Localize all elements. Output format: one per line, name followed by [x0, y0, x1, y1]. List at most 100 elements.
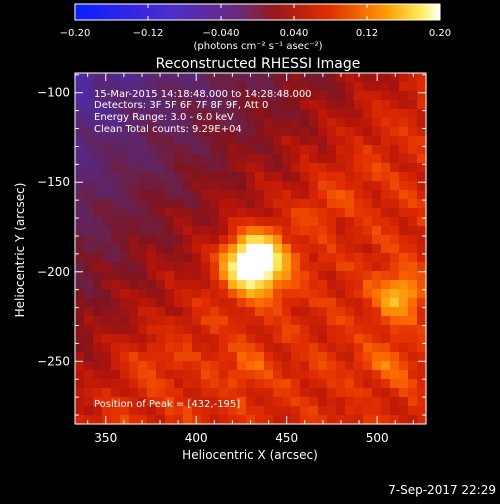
heatmap-cell: [300, 100, 310, 110]
heatmap-cell: [399, 406, 409, 416]
heatmap-cell: [399, 100, 409, 110]
heatmap-cell: [264, 217, 274, 227]
heatmap-cell: [327, 208, 337, 218]
heatmap-cell: [75, 145, 85, 155]
heatmap-cell: [165, 415, 175, 425]
heatmap-cell: [192, 172, 202, 182]
heatmap-cell: [228, 181, 238, 191]
heatmap-cell: [228, 109, 238, 119]
heatmap-cell: [282, 307, 292, 317]
heatmap-cell: [327, 298, 337, 308]
heatmap-cell: [399, 145, 409, 155]
heatmap-cell: [291, 181, 301, 191]
heatmap-cell: [138, 208, 148, 218]
heatmap-cell: [147, 397, 157, 407]
heatmap-cell: [75, 352, 85, 362]
heatmap-cell: [102, 415, 112, 425]
heatmap-cell: [255, 163, 265, 173]
heatmap-cell: [336, 316, 346, 326]
heatmap-cell: [219, 415, 229, 425]
heatmap-cell: [84, 289, 94, 299]
heatmap-cell: [84, 145, 94, 155]
heatmap-cell: [84, 388, 94, 398]
heatmap-cell: [120, 163, 130, 173]
heatmap-cell: [93, 163, 103, 173]
heatmap-cell: [228, 415, 238, 425]
heatmap-cell: [129, 217, 139, 227]
heatmap-cell: [102, 145, 112, 155]
heatmap-cell: [219, 271, 229, 281]
heatmap-cell: [228, 244, 238, 254]
heatmap-cell: [246, 271, 256, 281]
heatmap-cell: [417, 145, 427, 155]
heatmap-cell: [327, 190, 337, 200]
heatmap-cell: [147, 253, 157, 263]
heatmap-cell: [273, 334, 283, 344]
heatmap-cell: [165, 91, 175, 101]
heatmap-cell: [264, 109, 274, 119]
heatmap-cell: [399, 244, 409, 254]
heatmap-cell: [300, 181, 310, 191]
colorbar-unit-label: (photons cm⁻² s⁻¹ asec⁻²): [193, 41, 322, 52]
heatmap-cell: [156, 316, 166, 326]
heatmap-cell: [174, 217, 184, 227]
heatmap-cell: [372, 253, 382, 263]
heatmap-cell: [381, 415, 391, 425]
heatmap-cell: [291, 199, 301, 209]
heatmap-cell: [129, 100, 139, 110]
y-tick-label: −200: [37, 265, 70, 279]
heatmap-cell: [183, 388, 193, 398]
heatmap-cell: [102, 109, 112, 119]
heatmap-cell: [336, 307, 346, 317]
heatmap-cell: [327, 289, 337, 299]
heatmap-cell: [291, 109, 301, 119]
heatmap-cell: [129, 235, 139, 245]
heatmap-cell: [273, 181, 283, 191]
heatmap-cell: [282, 145, 292, 155]
heatmap-cell: [246, 199, 256, 209]
heatmap-cell: [84, 100, 94, 110]
heatmap-cell: [219, 280, 229, 290]
heatmap-cell: [255, 370, 265, 380]
heatmap-cell: [156, 127, 166, 137]
heatmap-cell: [84, 154, 94, 164]
heatmap-cell: [165, 316, 175, 326]
heatmap-cell: [246, 334, 256, 344]
y-axis-label: Heliocentric Y (arcsec): [13, 183, 27, 318]
heatmap-cell: [120, 118, 130, 128]
heatmap-cell: [273, 271, 283, 281]
heatmap-cell: [147, 226, 157, 236]
heatmap-cell: [75, 343, 85, 353]
heatmap-cell: [210, 352, 220, 362]
heatmap-cell: [111, 271, 121, 281]
heatmap-cell: [300, 334, 310, 344]
heatmap-cell: [381, 334, 391, 344]
heatmap-cell: [147, 208, 157, 218]
heatmap-cell: [210, 181, 220, 191]
heatmap-cell: [309, 388, 319, 398]
heatmap-cell: [192, 235, 202, 245]
annotation-time-range: 15-Mar-2015 14:18:48.000 to 14:28:48.000: [94, 89, 312, 100]
heatmap-cell: [300, 253, 310, 263]
heatmap-cell: [345, 199, 355, 209]
heatmap-cell: [210, 208, 220, 218]
heatmap-cell: [156, 100, 166, 110]
heatmap-cell: [327, 244, 337, 254]
heatmap-cell: [93, 190, 103, 200]
heatmap-cell: [138, 262, 148, 272]
heatmap-cell: [201, 334, 211, 344]
heatmap-cell: [336, 136, 346, 146]
heatmap-cell: [372, 82, 382, 92]
heatmap-cell: [309, 181, 319, 191]
heatmap-cell: [291, 208, 301, 218]
heatmap-cell: [75, 280, 85, 290]
heatmap-cell: [255, 406, 265, 416]
heatmap-cell: [372, 145, 382, 155]
heatmap-cell: [156, 172, 166, 182]
heatmap-cell: [147, 190, 157, 200]
heatmap-cell: [156, 82, 166, 92]
heatmap-cell: [147, 298, 157, 308]
colorbar-frame: [74, 3, 441, 21]
heatmap-cell: [399, 181, 409, 191]
heatmap-cell: [237, 136, 247, 146]
